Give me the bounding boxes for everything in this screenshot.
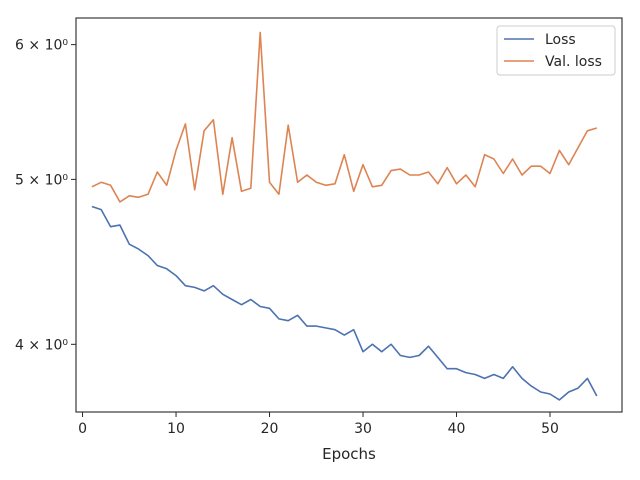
y-tick-label: 6 × 10⁰ (15, 38, 68, 54)
legend-label-2: Val. loss (545, 54, 602, 70)
axes-frame (75, 17, 623, 413)
x-tick-label: 30 (354, 421, 372, 437)
x-tick-label: 0 (78, 421, 87, 437)
plot-area (91, 31, 598, 401)
x-tick-label: 20 (261, 421, 279, 437)
series-line-1 (91, 205, 598, 401)
x-tick-label: 50 (541, 421, 559, 437)
legend-label-1: Loss (545, 32, 576, 48)
x-axis: 0 10 20 30 40 50 (78, 412, 559, 437)
y-tick-label: 4 × 10⁰ (15, 337, 68, 353)
series-line-2 (91, 31, 598, 203)
legend: Loss Val. loss (496, 25, 616, 76)
y-tick-label: 5 × 10⁰ (15, 172, 68, 188)
x-tick-label: 40 (448, 421, 466, 437)
x-tick-label: 10 (167, 421, 185, 437)
y-axis: 4 × 10⁰ 5 × 10⁰ 6 × 10⁰ (15, 38, 76, 353)
x-axis-label: Epochs (322, 445, 376, 463)
